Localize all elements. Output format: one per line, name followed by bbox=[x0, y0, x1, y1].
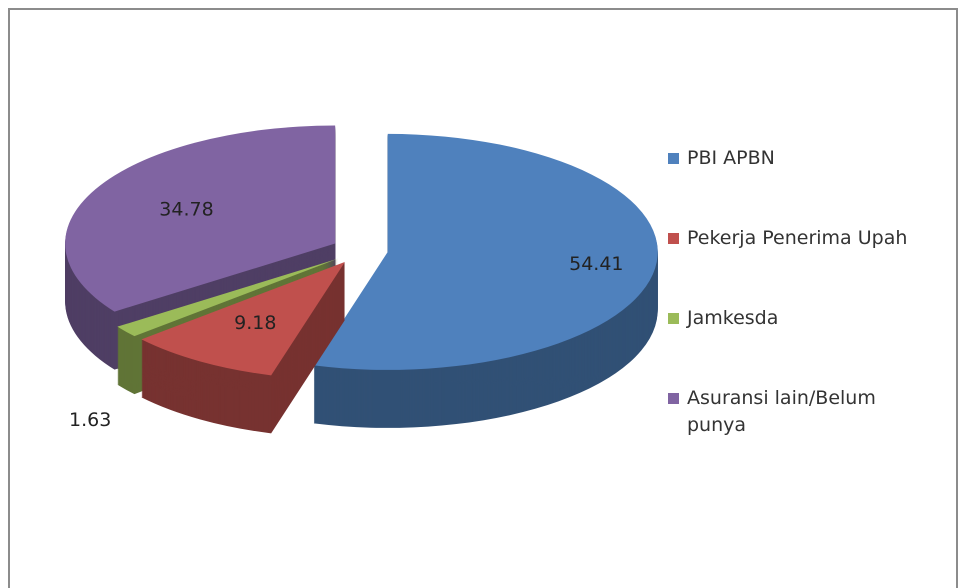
legend-item: Jamkesda bbox=[668, 305, 958, 385]
pie-slice bbox=[313, 133, 658, 428]
legend-swatch bbox=[668, 233, 679, 244]
data-label: 1.63 bbox=[69, 409, 111, 431]
legend-label: Jamkesda bbox=[687, 307, 779, 329]
legend-label: PBI APBN bbox=[687, 147, 775, 169]
legend: PBI APBN Pekerja Penerima Upah Jamkesda Asu… bbox=[668, 145, 958, 465]
slice-top bbox=[117, 258, 338, 337]
legend-label: Asuransi lain/Belum punya bbox=[687, 387, 876, 436]
slice-top bbox=[141, 261, 345, 376]
chart-frame bbox=[8, 8, 958, 588]
slice-top bbox=[313, 133, 658, 370]
legend-item: Pekerja Penerima Upah bbox=[668, 225, 958, 305]
legend-swatch bbox=[668, 153, 679, 164]
pie-slice bbox=[141, 261, 345, 434]
slice-top bbox=[65, 125, 336, 312]
legend-item: PBI APBN bbox=[668, 145, 958, 225]
legend-label: Pekerja Penerima Upah bbox=[687, 227, 908, 249]
data-label: 54.41 bbox=[569, 253, 623, 275]
data-label: 34.78 bbox=[159, 198, 213, 220]
legend-swatch bbox=[668, 393, 679, 404]
legend-item: Asuransi lain/Belum punya bbox=[668, 385, 958, 465]
pie-slice bbox=[65, 125, 336, 370]
data-label: 9.18 bbox=[234, 312, 276, 334]
legend-swatch bbox=[668, 313, 679, 324]
